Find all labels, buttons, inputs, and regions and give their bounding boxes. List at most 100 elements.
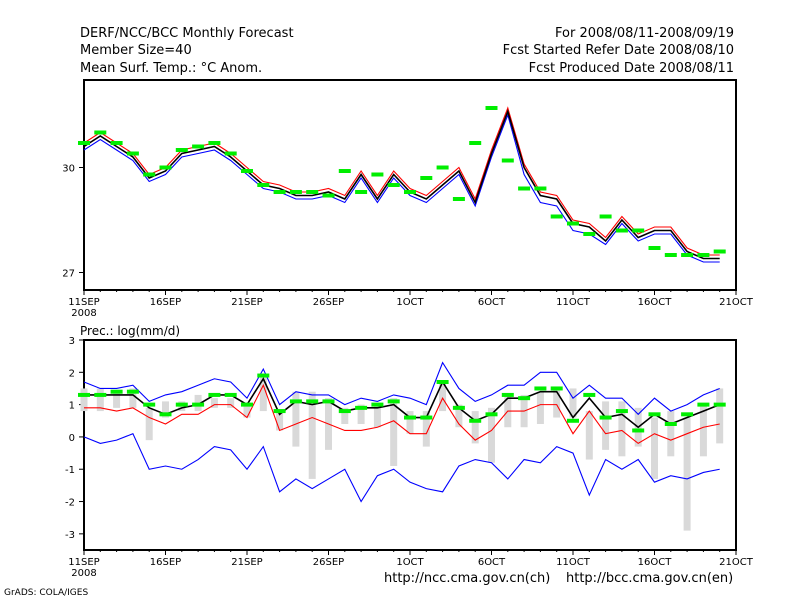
observed-marker: [469, 141, 482, 145]
spread-bar: [292, 391, 300, 447]
series-line-upper: [83, 106, 720, 256]
x-tick-label: 21SEP: [231, 297, 262, 308]
spread-bar: [585, 411, 593, 460]
spread-bar: [341, 407, 349, 424]
observed-marker: [355, 405, 368, 410]
observed-marker: [273, 190, 286, 194]
spread-bar: [618, 401, 626, 457]
observed-marker: [583, 232, 596, 236]
observed-marker: [143, 172, 156, 177]
series-line-upper: [83, 361, 720, 416]
series-line-lower: [83, 113, 720, 263]
observed-marker: [289, 190, 302, 194]
spread-bar: [373, 404, 381, 428]
observed-marker: [126, 151, 139, 156]
spread-bar: [683, 417, 691, 531]
observed-marker: [583, 392, 596, 397]
observed-marker: [224, 151, 237, 156]
observed-marker: [550, 386, 563, 391]
produced-date: Fcst Produced Date 2008/08/11: [528, 61, 734, 76]
series-line-ensemble-mean: [83, 109, 720, 260]
observed-marker: [159, 412, 172, 417]
x-tick-label: 6OCT: [478, 297, 506, 308]
observed-marker: [241, 402, 253, 407]
observed-marker: [550, 214, 563, 219]
spread-bar: [357, 404, 365, 424]
x-tick-label: 11SEP: [68, 297, 99, 308]
grads-credit: GrADS: COLA/IGES: [4, 588, 89, 598]
spread-bar: [422, 411, 430, 447]
observed-marker: [224, 392, 237, 397]
observed-marker: [289, 399, 302, 404]
x-tick-label: 26SEP: [313, 557, 344, 568]
refer-date: Fcst Started Refer Date 2008/08/10: [502, 43, 734, 58]
observed-marker: [567, 221, 579, 226]
spread-bar: [553, 388, 561, 418]
spread-bar: [162, 401, 169, 418]
observed-marker: [420, 415, 433, 420]
bcc-url[interactable]: http://bcc.cma.gov.cn(en): [566, 571, 734, 586]
precipitation-chart: 11SEP 16SEP 21SEP 26SEP 1OCT 6OCT 11OCT 16OCT 21…: [65, 336, 754, 579]
spread-bar: [80, 388, 88, 412]
spread-bar: [145, 407, 153, 441]
observed-marker: [192, 402, 205, 407]
spread-bar: [113, 391, 121, 408]
observed-marker: [615, 228, 628, 233]
spread-bar: [667, 411, 675, 457]
ncc-url[interactable]: http://ncc.cma.gov.cn(ch): [384, 571, 551, 586]
observed-marker: [518, 396, 531, 401]
y-tick-label: -3: [65, 530, 75, 541]
plot-frame: [83, 79, 737, 291]
observed-marker: [404, 415, 416, 420]
variable-label: Mean Surf. Temp.: °C Anom.: [80, 61, 263, 76]
spread-bar: [439, 382, 447, 412]
observed-marker: [371, 172, 384, 177]
observed-marker: [241, 169, 253, 173]
spread-bar: [227, 398, 235, 408]
spread-bar: [651, 417, 658, 479]
observed-marker: [78, 392, 90, 397]
x-tick-label: 16OCT: [638, 297, 673, 308]
observed-marker: [175, 148, 188, 152]
spread-bar: [259, 375, 267, 412]
observed-marker: [681, 412, 694, 417]
x-tick-label: 11OCT: [556, 297, 591, 308]
x-tick-label: 16OCT: [638, 557, 673, 568]
temperature-chart: 11SEP 16SEP 21SEP 26SEP 1OCT 6OCT 11OCT 16OCT 21…: [62, 79, 754, 319]
y-tick-label: 30: [62, 164, 75, 175]
observed-marker: [387, 399, 400, 404]
y-tick-label: 0: [69, 433, 75, 444]
observed-marker: [273, 409, 286, 414]
y-tick-label: 27: [62, 269, 75, 280]
observed-marker: [257, 183, 270, 187]
spread-bar: [276, 411, 284, 431]
x-tick-label: 1OCT: [396, 557, 424, 568]
observed-marker: [599, 415, 612, 420]
spread-bar: [455, 404, 463, 428]
member-size: Member Size=40: [80, 43, 192, 58]
spread-bar: [569, 388, 577, 418]
observed-marker: [485, 106, 498, 110]
observed-marker: [306, 399, 319, 404]
observed-marker: [175, 402, 188, 407]
x-tick-label: 21SEP: [231, 557, 262, 568]
spread-bar: [129, 388, 137, 408]
observed-marker: [94, 130, 107, 135]
observed-marker: [485, 412, 498, 417]
observed-marker: [534, 186, 547, 191]
spread-bar: [602, 401, 610, 450]
chart-title: DERF/NCC/BCC Monthly Forecast: [80, 26, 294, 41]
spread-bar: [716, 388, 724, 444]
year-label: 2008: [71, 308, 96, 319]
observed-marker: [306, 190, 319, 194]
y-tick-label: -2: [65, 498, 75, 509]
observed-marker: [648, 246, 661, 250]
observed-marker: [110, 141, 123, 145]
observed-marker: [338, 409, 351, 414]
series-line-lower: [84, 383, 720, 445]
spread-bar: [699, 404, 707, 457]
observed-marker: [78, 141, 90, 145]
observed-marker: [143, 402, 156, 407]
observed-marker: [322, 193, 335, 198]
observed-marker: [371, 402, 384, 407]
